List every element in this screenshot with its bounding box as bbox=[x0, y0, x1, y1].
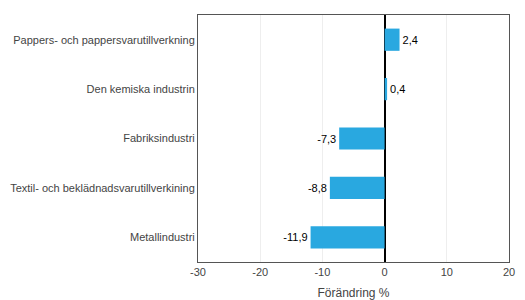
svg-text:-11,9: -11,9 bbox=[283, 231, 307, 243]
svg-text:0: 0 bbox=[382, 266, 388, 278]
svg-text:Textil- och beklädnadsvarutill: Textil- och beklädnadsvarutillverkining bbox=[10, 182, 195, 194]
svg-text:Metallindustri: Metallindustri bbox=[130, 231, 195, 243]
svg-text:10: 10 bbox=[441, 266, 453, 278]
svg-text:Den kemiska industrin: Den kemiska industrin bbox=[87, 83, 195, 95]
svg-text:2,4: 2,4 bbox=[403, 34, 418, 46]
svg-text:-10: -10 bbox=[314, 266, 330, 278]
svg-text:-20: -20 bbox=[252, 266, 268, 278]
svg-text:20: 20 bbox=[503, 266, 515, 278]
svg-text:-30: -30 bbox=[190, 266, 206, 278]
svg-text:-8,8: -8,8 bbox=[308, 182, 327, 194]
svg-text:Förändring %: Förändring % bbox=[317, 286, 389, 300]
svg-text:0,4: 0,4 bbox=[390, 83, 405, 95]
svg-text:Pappers- och pappersvarutillve: Pappers- och pappersvarutillverkning bbox=[13, 34, 195, 46]
svg-text:-7,3: -7,3 bbox=[317, 133, 336, 145]
svg-text:Fabriksindustri: Fabriksindustri bbox=[123, 132, 195, 144]
